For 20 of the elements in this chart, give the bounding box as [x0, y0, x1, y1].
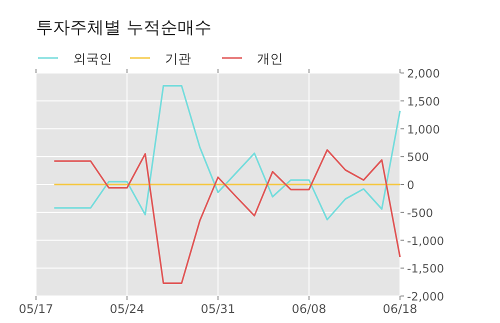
legend-label: 기관 — [165, 52, 191, 67]
y-tick-label: -1,000 — [407, 234, 444, 248]
x-tick-label: 05/17 — [18, 302, 54, 316]
x-tick-label: 06/18 — [382, 302, 418, 316]
line-series — [53, 85, 401, 220]
line-series — [53, 149, 401, 284]
chart-title: 투자주체별 누적순매수 — [36, 18, 212, 38]
y-tick-label: 500 — [407, 150, 429, 164]
y-tick-label: 2,000 — [407, 66, 440, 80]
y-tick-label: -2,000 — [407, 290, 444, 304]
y-tick-label: 0 — [407, 178, 414, 192]
y-tick-label: 1,500 — [407, 94, 440, 108]
x-tick-label: 06/08 — [292, 302, 326, 316]
y-tick-label: -500 — [407, 206, 434, 220]
legend-label: 외국인 — [73, 52, 112, 67]
y-tick-label: 1,000 — [407, 122, 440, 136]
y-tick-label: -1,500 — [407, 262, 444, 276]
x-tick-label: 05/24 — [110, 302, 144, 316]
x-tick-label: 05/31 — [200, 302, 236, 316]
legend-label: 개인 — [257, 52, 283, 67]
